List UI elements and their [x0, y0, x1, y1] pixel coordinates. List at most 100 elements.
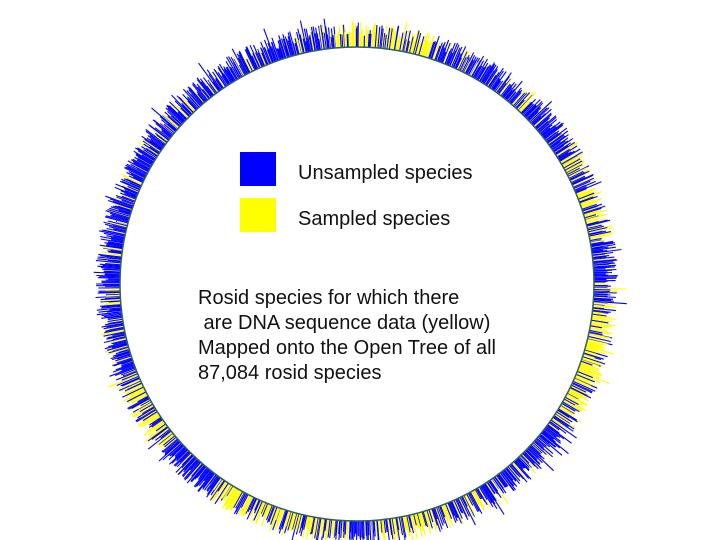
- tree-tip: [493, 475, 507, 494]
- tree-tip: [251, 55, 259, 70]
- tree-tip: [588, 237, 602, 242]
- tree-tip: [297, 28, 305, 55]
- tree-tip: [245, 53, 255, 72]
- tree-tip: [266, 503, 273, 516]
- tree-tip: [382, 518, 386, 540]
- tree-tip: [379, 25, 383, 50]
- legend-item-sampled: [240, 198, 276, 232]
- tree-tip: [538, 433, 556, 448]
- tree-tip: [484, 66, 499, 87]
- tree-tip: [520, 101, 532, 115]
- tree-tip: [314, 516, 320, 540]
- tree-tip: [467, 57, 479, 77]
- tree-tip: [236, 53, 249, 75]
- tree-tip: [171, 444, 185, 457]
- tree-tip: [230, 56, 243, 78]
- tree-tip: [225, 61, 238, 81]
- tree-tip: [551, 417, 563, 426]
- tree-tip: [501, 82, 515, 99]
- tree-tip: [295, 513, 303, 535]
- tree-tip: [104, 242, 125, 247]
- tree-tip: [265, 504, 274, 521]
- tree-tip: [514, 92, 530, 109]
- tree-tip: [112, 350, 131, 357]
- tree-tip: [434, 45, 441, 62]
- tree-tip: [423, 40, 429, 58]
- tree-tip: [121, 180, 141, 191]
- tree-tip: [567, 389, 589, 402]
- tree-tip: [140, 399, 152, 407]
- tree-tip: [421, 39, 428, 58]
- tree-tip: [262, 503, 271, 522]
- tree-tip: [124, 167, 147, 179]
- tree-tip: [97, 265, 122, 269]
- tree-tip: [217, 482, 231, 502]
- tree-tip: [100, 255, 123, 259]
- tree-tip: [570, 176, 586, 185]
- tree-tip: [479, 64, 491, 83]
- tree-tip: [482, 483, 495, 501]
- tree-tip: [106, 294, 122, 297]
- tree-tip: [427, 41, 435, 60]
- tree-tip: [257, 52, 265, 68]
- tree-tip: [592, 302, 613, 305]
- tree-tip: [225, 67, 236, 83]
- tree-tip: [566, 167, 580, 176]
- tree-tip: [589, 240, 614, 246]
- tree-tip: [553, 142, 572, 155]
- tree-tip: [106, 243, 124, 248]
- tree-tip: [505, 466, 521, 485]
- tree-tip: [424, 40, 432, 59]
- tree-tip: [591, 259, 606, 262]
- tree-tip: [115, 205, 133, 213]
- tree-tip: [499, 471, 515, 492]
- tree-tip: [171, 447, 188, 464]
- tree-tip: [488, 71, 500, 89]
- tree-tip: [105, 263, 122, 266]
- tree-tip: [110, 351, 132, 360]
- tree-tip: [246, 497, 258, 520]
- tree-tip: [154, 132, 169, 144]
- tree-tip: [214, 481, 230, 505]
- tree-tip: [518, 103, 528, 113]
- tree-tip: [545, 132, 559, 143]
- tree-tip: [561, 400, 580, 413]
- tree-tip: [552, 415, 569, 428]
- tree-tip: [255, 501, 266, 525]
- tree-tip: [164, 440, 181, 456]
- tree-tip: [217, 72, 228, 87]
- tree-tip: [108, 251, 124, 255]
- tree-tip: [105, 273, 122, 276]
- tree-tip: [198, 62, 220, 93]
- tree-tip: [250, 497, 257, 511]
- tree-tip: [224, 485, 235, 502]
- tree-tip: [146, 137, 164, 150]
- tree-tip: [171, 94, 192, 116]
- tree-tip: [516, 457, 530, 472]
- tree-tip: [369, 33, 372, 49]
- tree-tip: [305, 28, 312, 53]
- tree-tip: [570, 383, 589, 393]
- tree-tip: [155, 123, 173, 138]
- tree-tip: [370, 519, 373, 540]
- tree-tip: [121, 372, 139, 381]
- tree-tip: [113, 205, 133, 213]
- tree-tip: [233, 490, 244, 509]
- tree-tip: [313, 516, 318, 535]
- tree-tip: [210, 477, 224, 496]
- tree-tip: [549, 419, 577, 439]
- tree-tip: [132, 176, 145, 183]
- tree-tip: [589, 324, 609, 329]
- tree-tip: [164, 111, 182, 128]
- tree-tip: [524, 449, 541, 465]
- tree-tip: [590, 248, 622, 255]
- tree-tip: [566, 169, 581, 177]
- tree-tip: [160, 429, 172, 439]
- tree-tip: [126, 178, 143, 187]
- tree-tip: [579, 197, 603, 207]
- tree-tip: [440, 504, 448, 523]
- tree-tip: [581, 355, 606, 365]
- tree-tip: [591, 256, 615, 261]
- tree-tip: [373, 25, 377, 49]
- tree-tip: [547, 130, 569, 146]
